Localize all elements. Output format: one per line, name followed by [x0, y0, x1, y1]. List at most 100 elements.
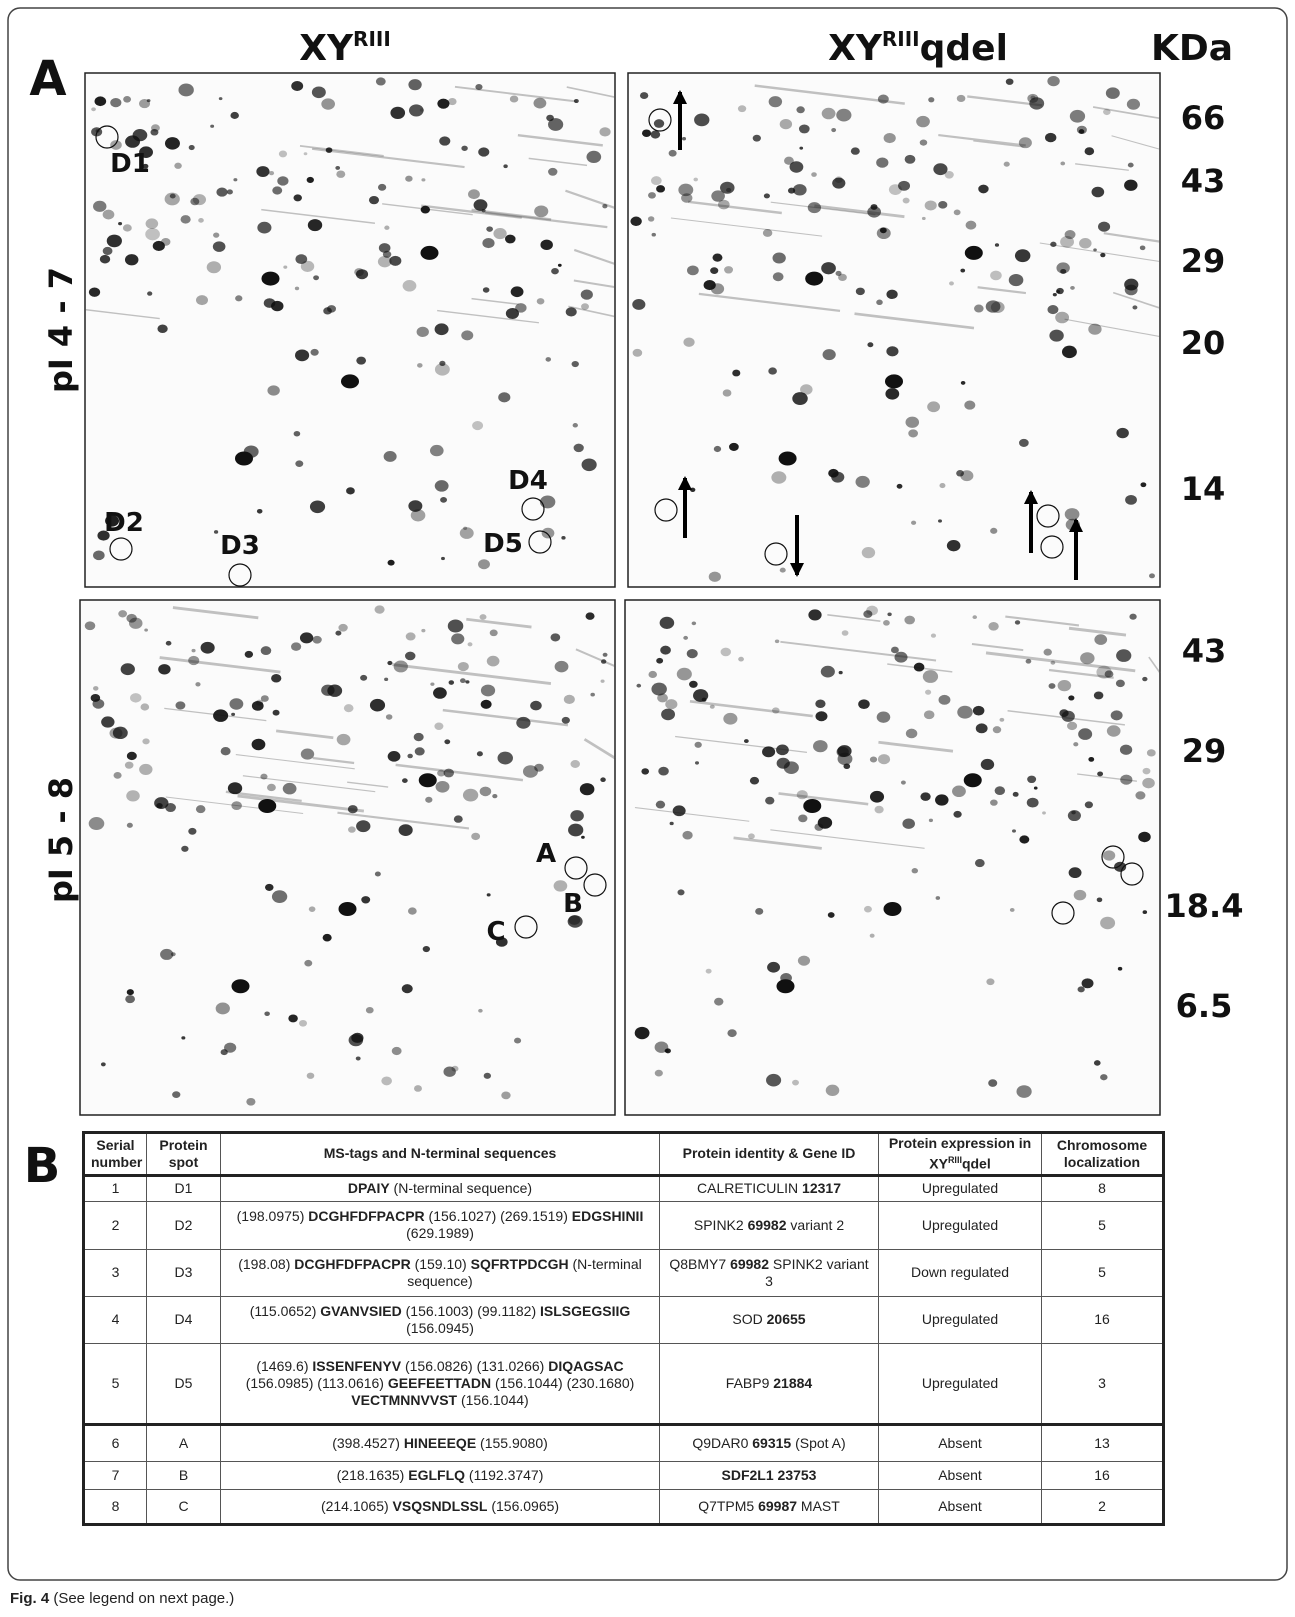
cell-segment: (155.9080): [476, 1435, 548, 1451]
spot: [766, 1074, 781, 1087]
cell-segment: SDF2L1 23753: [722, 1467, 817, 1483]
spot: [1125, 495, 1137, 505]
spot: [417, 327, 429, 337]
spot: [1079, 129, 1085, 134]
spot: [1138, 832, 1150, 842]
spot: [348, 826, 356, 832]
spot: [908, 429, 918, 437]
spot: [235, 452, 253, 466]
spot: [454, 815, 463, 822]
spot: [170, 194, 176, 199]
spot: [337, 734, 351, 745]
spot: [1127, 99, 1140, 110]
spot: [555, 661, 569, 672]
spot: [718, 200, 730, 210]
spot: [818, 817, 832, 829]
spot: [351, 1033, 363, 1043]
spot: [419, 773, 437, 787]
spot: [960, 470, 973, 481]
spot: [586, 151, 601, 163]
cell-segment: (115.0652): [250, 1303, 321, 1319]
spot: [478, 1009, 483, 1013]
spot: [581, 290, 593, 300]
spot: [1100, 253, 1105, 257]
spot: [714, 998, 723, 1006]
spot: [755, 908, 763, 915]
spot: [1116, 649, 1131, 662]
cell-text: Absent: [938, 1435, 982, 1451]
spot: [815, 711, 827, 721]
spot: [478, 559, 490, 569]
cell-segment: (1192.3747): [465, 1467, 543, 1483]
spot: [714, 446, 721, 452]
spot: [1140, 246, 1146, 251]
spot: [870, 791, 884, 803]
spot: [461, 146, 467, 151]
spot: [288, 1014, 297, 1022]
spot: [862, 547, 875, 558]
spot: [477, 751, 483, 756]
spot: [694, 113, 709, 126]
spot: [430, 445, 444, 456]
spot: [1094, 634, 1107, 645]
spot: [300, 632, 313, 643]
spot: [245, 651, 253, 658]
spot: [878, 754, 890, 764]
table-cell: CALRETICULIN 12317: [660, 1175, 879, 1201]
spot: [1070, 286, 1075, 290]
cell-segment: (156.0965): [487, 1498, 559, 1514]
spot: [326, 147, 333, 153]
spot: [1135, 791, 1145, 799]
spot: [127, 989, 134, 995]
table-cell: (115.0652) GVANVSIED (156.1003) (99.1182…: [221, 1296, 660, 1343]
spot: [510, 95, 518, 102]
spot: [511, 286, 524, 297]
table-row: 4D4(115.0652) GVANVSIED (156.1003) (99.1…: [84, 1296, 1164, 1343]
spot: [1026, 659, 1032, 664]
spot: [986, 300, 1001, 312]
table-row: 6A(398.4527) HINEEEQE (155.9080)Q9DAR0 6…: [84, 1424, 1164, 1461]
spot: [1092, 187, 1105, 198]
spot: [309, 906, 316, 912]
spot: [1085, 801, 1093, 808]
spot: [196, 805, 206, 813]
spot: [394, 661, 408, 673]
spot: [1143, 910, 1147, 914]
cell-text: 16: [1094, 1467, 1110, 1483]
spot: [546, 115, 554, 121]
spot: [1042, 811, 1046, 814]
spot: [283, 783, 297, 794]
spot: [192, 649, 196, 652]
spot: [264, 298, 276, 308]
mw-label: 29: [1182, 732, 1227, 770]
spot: [458, 662, 469, 671]
spot: [307, 1073, 315, 1079]
spot: [773, 272, 784, 281]
spot: [369, 196, 379, 204]
spot: [482, 238, 494, 248]
spot: [727, 1029, 736, 1037]
spot: [501, 1092, 510, 1100]
spot: [1120, 775, 1132, 785]
spot: [207, 261, 221, 273]
spot: [150, 129, 158, 136]
spot: [800, 384, 813, 394]
spot: [356, 820, 370, 832]
spot: [928, 97, 934, 102]
spot: [566, 307, 577, 316]
spot: [815, 699, 825, 708]
spot: [866, 606, 878, 616]
cell-segment: DPAIY: [348, 1180, 390, 1196]
spot: [651, 683, 666, 696]
cell-text: C: [178, 1498, 188, 1514]
spot: [261, 695, 269, 702]
spot: [1012, 829, 1016, 832]
spot: [1049, 683, 1056, 689]
table-cell: A: [147, 1424, 221, 1461]
cell-text: 13: [1094, 1435, 1110, 1451]
cell-text: 4: [112, 1311, 120, 1327]
title-sup: RIII: [882, 27, 920, 51]
spot: [551, 268, 559, 274]
spot: [265, 884, 274, 891]
cell-text: Upregulated: [922, 1375, 998, 1391]
